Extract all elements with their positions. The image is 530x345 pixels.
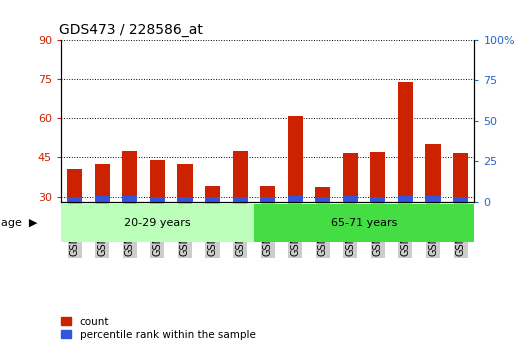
Text: age  ▶: age ▶ [1, 218, 38, 227]
Bar [205, 186, 220, 202]
Bar [150, 197, 165, 202]
Text: 20-29 years: 20-29 years [124, 218, 191, 227]
Bar [95, 164, 110, 202]
Bar [453, 197, 468, 202]
Bar [398, 196, 413, 202]
Text: 65-71 years: 65-71 years [331, 218, 398, 227]
Bar [288, 196, 303, 202]
Bar [233, 151, 248, 202]
Bar [254, 204, 474, 241]
Legend: count, percentile rank within the sample: count, percentile rank within the sample [61, 317, 255, 340]
Bar [95, 196, 110, 202]
Bar [398, 81, 413, 202]
Bar [61, 204, 254, 241]
Bar [260, 186, 275, 202]
Bar [343, 154, 358, 202]
Bar [205, 197, 220, 202]
Bar [370, 152, 385, 202]
Bar [453, 154, 468, 202]
Bar [426, 196, 440, 202]
Bar [178, 164, 192, 202]
Bar [343, 196, 358, 202]
Bar [426, 144, 440, 202]
Bar [260, 197, 275, 202]
Bar [233, 197, 248, 202]
Bar [370, 197, 385, 202]
Text: GDS473 / 228586_at: GDS473 / 228586_at [59, 23, 203, 37]
Bar [178, 197, 192, 202]
Bar [288, 116, 303, 202]
Bar [67, 197, 82, 202]
Bar [315, 187, 330, 202]
Bar [122, 151, 137, 202]
Bar [150, 160, 165, 202]
Bar [315, 197, 330, 202]
Bar [67, 169, 82, 202]
Bar [122, 196, 137, 202]
